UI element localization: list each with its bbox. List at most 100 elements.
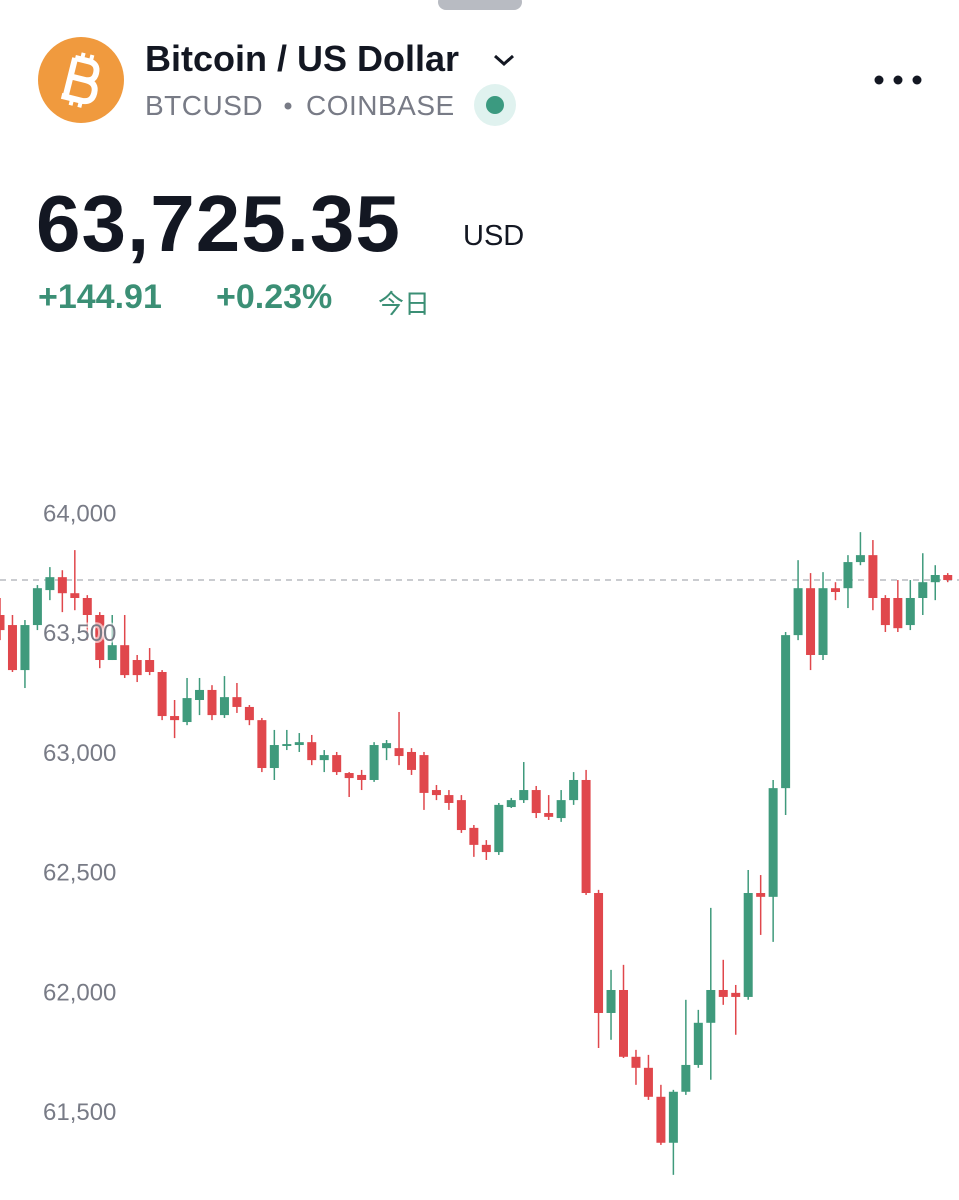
candle-body [843,562,853,589]
candle-body [731,992,741,997]
candle-body [344,773,354,779]
candle-body [594,893,604,1013]
candle-body [943,575,953,581]
candle-body [768,788,778,897]
candle-body [82,597,92,615]
currency: USD [463,220,525,252]
candle-body [643,1067,653,1097]
candle-body [793,588,803,636]
bitcoin-icon [38,37,124,123]
y-tick-label: 64,000 [43,500,116,527]
candle-body [918,582,928,598]
candle-body [45,577,55,591]
candle-body [319,755,329,761]
candle-body [893,597,903,629]
candle-body [469,827,479,845]
candle-body [619,989,628,1057]
candle-body [232,697,242,707]
separator-dot [284,102,292,110]
candle-body [444,795,454,803]
candle-body [419,755,429,793]
change-period: 今日 [378,289,431,319]
candle-body [544,813,554,817]
candle-body [107,645,117,661]
last-price: 63,725.35 [36,179,401,268]
candle-body [855,555,865,563]
candle-body [930,575,940,583]
candle-body [307,742,317,761]
candle-body [506,800,516,808]
candle-body [282,744,292,746]
candle-body [145,660,155,672]
candle-body [581,779,591,894]
candle-body [57,577,67,594]
candle-body [7,625,17,671]
candle-body [693,1022,703,1065]
candle-body [95,614,105,661]
y-tick-label: 62,500 [43,860,116,887]
candle-body [332,755,342,773]
status-dot [486,96,504,114]
candle-body [357,774,367,780]
candle-body [294,742,304,746]
y-tick-label: 63,000 [43,740,116,767]
dropdown-chevron[interactable] [494,54,514,67]
candle-body [394,748,404,757]
price-change: +144.91 [38,278,162,316]
candle-body [706,989,716,1023]
symbol-ticker: BTCUSD [145,90,264,121]
candle-body [494,804,504,853]
symbol-name[interactable]: Bitcoin / US Dollar [145,38,460,79]
candle-body [481,844,491,853]
drag-handle[interactable] [438,0,522,10]
exchange: COINBASE [306,90,455,121]
candle-body [207,689,217,716]
candle-body [656,1096,666,1143]
candle-body [32,588,42,626]
candle-body [905,597,915,626]
candle-body [718,989,728,997]
candle-body [631,1056,641,1068]
candle-body [120,645,130,676]
candle-body [830,588,840,593]
candle-body [531,790,541,814]
y-tick-label: 62,000 [43,979,116,1006]
candle-body [257,720,267,769]
candle-body [195,689,205,701]
candle-body [519,790,529,801]
candle-body [743,893,753,997]
candle-body [456,800,466,831]
candle-body [756,893,766,897]
y-tick-label: 63,500 [43,620,116,647]
candle-body [569,779,579,801]
candle-body [132,660,142,676]
y-tick-label: 61,500 [43,1099,116,1126]
candle-body [681,1064,691,1092]
candle-body [170,716,180,721]
candle-body [806,588,816,655]
candle-body [407,751,417,770]
candle-body [668,1091,678,1143]
candle-body [868,555,878,598]
candle-body [70,593,80,598]
candle-body [157,671,167,717]
candle-body [556,800,566,819]
more-menu[interactable] [874,75,922,85]
percent-change: +0.23% [216,278,333,316]
candle-body [880,597,890,626]
candle-body [382,743,392,749]
candle-body [269,745,279,769]
candle-body [0,614,5,631]
candle-body [369,745,379,780]
candle-body [781,635,791,789]
candle-body [606,989,616,1013]
candle-body [20,625,30,671]
candle-body [431,790,441,796]
candle-body [818,588,828,655]
candle-body [219,697,229,716]
candle-body [244,706,254,721]
candle-body [182,698,192,723]
